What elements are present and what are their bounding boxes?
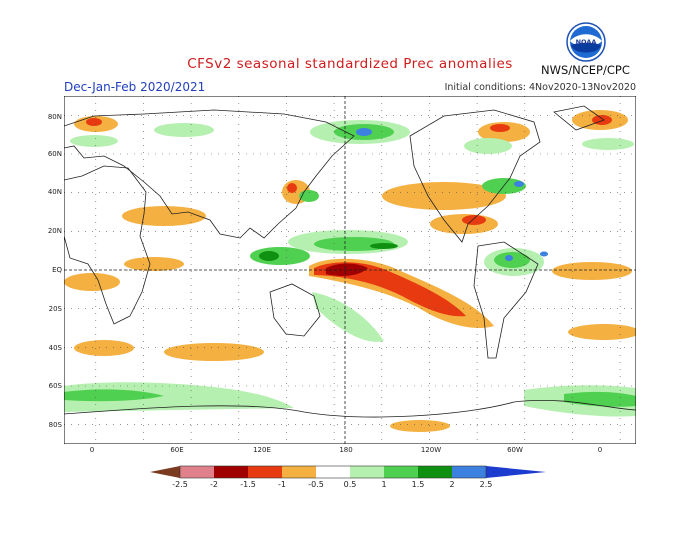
colorbar-segment-m2-m15 [214, 466, 248, 478]
wet-anomaly-spcz [312, 292, 384, 342]
coastline-greenland [553, 105, 605, 131]
dry-anomaly-south-atlantic [552, 262, 632, 280]
colorbar-segment-gt-25 [486, 466, 546, 478]
dry-anomaly-atlantic [64, 273, 120, 291]
lat-label-60n: 60N [47, 150, 62, 158]
lon-label-60w: 60W [507, 446, 523, 454]
colorbar [150, 465, 546, 479]
wet-anomaly-europe-east [582, 138, 634, 150]
wet-max-south-america [505, 255, 513, 261]
coastline-africa [64, 165, 151, 325]
lon-label-0: 0 [89, 446, 95, 454]
colorbar-segment-neutral [316, 466, 350, 478]
lon-label-60e: 60E [170, 446, 184, 454]
colorbar-segment-p15-2 [418, 466, 452, 478]
colorbar-segment-p05-1 [350, 466, 384, 478]
lat-label-eq: EQ [52, 266, 62, 274]
dry-anomaly-southern-us [430, 214, 498, 234]
map-title: CFSv2 seasonal standardized Prec anomali… [187, 56, 513, 72]
coastline-antarctica [64, 399, 636, 418]
coastline-layer [64, 105, 636, 418]
colorbar-label-m25: -2.5 [172, 480, 188, 489]
wet-max-siberia [356, 128, 372, 136]
dry-anomaly-southern-indian [164, 343, 264, 361]
coastline-north-america [409, 109, 541, 243]
anomaly-map [64, 96, 636, 444]
wet-anomaly-north-america [464, 138, 512, 154]
lat-label-80n: 80N [47, 113, 62, 121]
colorbar-label-m05: -0.5 [308, 480, 324, 489]
colorbar-segment-m1-m05 [282, 466, 316, 478]
dry-anomaly-antarctic [390, 420, 450, 432]
wet-anomaly-japan [299, 190, 319, 202]
colorbar-segment-lt-m25 [150, 466, 180, 478]
colorbar-frame [179, 465, 487, 479]
colorbar-segment-p1-15 [384, 466, 418, 478]
wet-max-east-us [514, 181, 524, 187]
wet-max-north-brazil [540, 251, 548, 257]
dry-core-canada [490, 124, 510, 132]
colorbar-label-m1: -1 [278, 480, 286, 489]
coastline-south-america [473, 241, 539, 359]
lat-label-20s: 20S [48, 305, 62, 313]
agency-label: NWS/NCEP/CPC [541, 63, 630, 77]
lat-label-60s: 60S [48, 382, 62, 390]
wet-anomaly-north-africa [70, 135, 118, 147]
wet-strong-southern-ocean-west [64, 389, 164, 402]
season-label: Dec-Jan-Feb 2020/2021 [64, 80, 206, 94]
coastline-eurasia [64, 109, 355, 239]
colorbar-segment-p2-25 [452, 466, 486, 478]
dry-anomaly-sahara-arabia [122, 206, 206, 226]
dry-anomaly-enso-strong [314, 262, 466, 317]
lat-label-40n: 40N [47, 188, 62, 196]
coastline-australia [269, 283, 321, 337]
wet-anomaly-southern-ocean-west [64, 382, 294, 412]
colorbar-label-p1: 1 [381, 480, 387, 489]
colorbar-label-p05: 0.5 [343, 480, 357, 489]
colorbar-label-m2: -2 [210, 480, 218, 489]
wet-core-west-pacific [370, 243, 398, 249]
dry-anomaly-southwest-indian [568, 324, 636, 340]
lon-label-120e: 120E [253, 446, 271, 454]
noaa-logo-icon: NOAA [566, 22, 606, 62]
dry-core-southern-us [462, 215, 486, 225]
lon-label-180: 180 [339, 446, 353, 454]
colorbar-label-m15: -1.5 [240, 480, 256, 489]
wet-anomaly-russia [154, 123, 214, 137]
wet-core-maritime-continent [259, 251, 279, 261]
lon-label-120w: 120W [420, 446, 442, 454]
noaa-logo-text: NOAA [576, 38, 597, 46]
lat-label-40s: 40S [48, 344, 62, 352]
dry-core-east-asia [287, 183, 297, 193]
colorbar-label-p2: 2 [449, 480, 455, 489]
initial-conditions-label: Initial conditions: 4Nov2020-13Nov2020 [444, 82, 636, 93]
lat-label-80s: 80S [48, 421, 62, 429]
dry-anomaly-africa-east [124, 257, 184, 271]
dry-anomaly-north-pacific [382, 182, 506, 210]
dry-anomaly-south-africa-ocean [74, 340, 134, 356]
colorbar-label-p25: 2.5 [479, 480, 493, 489]
wet-strong-south-america [494, 252, 530, 268]
colorbar-segment-m15-m1 [248, 466, 282, 478]
lon-label-0-east: 0 [597, 446, 603, 454]
dry-core-europe [86, 118, 102, 126]
colorbar-segment-m25-m2 [180, 466, 214, 478]
lat-label-20n: 20N [47, 227, 62, 235]
colorbar-label-p15: 1.5 [411, 480, 425, 489]
